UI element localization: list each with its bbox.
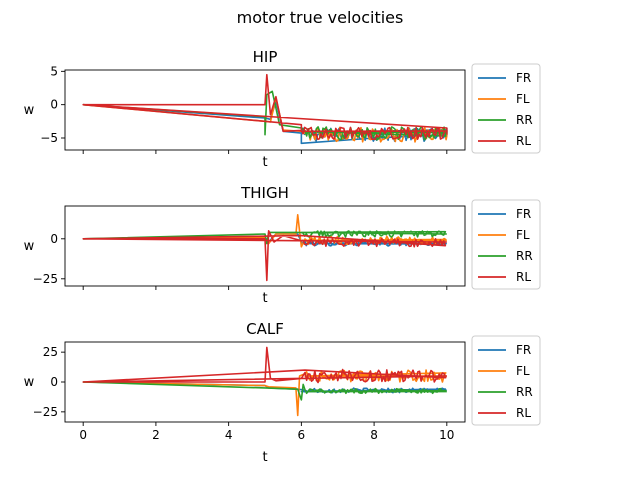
x-tick-label: 4 bbox=[225, 428, 233, 442]
y-axis-label: w bbox=[24, 239, 35, 254]
y-tick-label: 25 bbox=[43, 345, 58, 359]
y-tick-label: −25 bbox=[33, 272, 58, 286]
axes-frame bbox=[64, 205, 466, 287]
series-group bbox=[82, 214, 447, 282]
legend-box bbox=[471, 199, 541, 290]
legend-label-fl: FL bbox=[516, 364, 530, 378]
y-tick-label: 0 bbox=[50, 232, 58, 246]
series-group bbox=[82, 346, 447, 417]
subplot-thigh: THIGH −25 0 t w FR FL RR RL bbox=[24, 184, 541, 306]
x-tick-label: 10 bbox=[439, 428, 454, 442]
subplot-calf: CALF 0 2 4 6 8 10 −25 0 25 t w FR FL RR RL bbox=[24, 320, 541, 465]
x-axis-label: t bbox=[262, 155, 267, 170]
legend-label-fl: FL bbox=[516, 228, 530, 242]
series-line-rl bbox=[82, 230, 447, 282]
subplot-hip: HIP −5 0 5 t w FR FL RR RL bbox=[24, 48, 541, 170]
y-tick-label: 0 bbox=[50, 375, 58, 389]
legend: FR FL RR RL bbox=[471, 199, 541, 290]
series-line-rr bbox=[83, 381, 447, 401]
legend-label-rr: RR bbox=[516, 249, 533, 263]
x-tick-label: 2 bbox=[152, 428, 160, 442]
x-tick-label: 8 bbox=[370, 428, 378, 442]
legend-label-rl: RL bbox=[516, 270, 531, 284]
subplots: HIP−505twFRFLRRRLTHIGH−250twFRFLRRRLCALF… bbox=[24, 48, 541, 465]
legend-label-fr: FR bbox=[516, 343, 531, 357]
legend-label-fr: FR bbox=[516, 207, 531, 221]
series-line-rl bbox=[82, 73, 448, 141]
series-line-rl bbox=[82, 346, 447, 384]
legend-box bbox=[471, 63, 541, 154]
legend: FR FL RR RL bbox=[471, 335, 541, 426]
legend-box bbox=[471, 335, 541, 426]
series-group bbox=[82, 73, 448, 145]
y-tick-label: −25 bbox=[33, 405, 58, 419]
y-tick-label: 5 bbox=[50, 64, 58, 78]
legend-label-rl: RL bbox=[516, 134, 531, 148]
subplot-title: HIP bbox=[253, 48, 278, 66]
x-axis-label: t bbox=[262, 450, 267, 465]
y-tick-label: 0 bbox=[50, 98, 58, 112]
x-tick-label: 6 bbox=[298, 428, 306, 442]
subplot-title: CALF bbox=[246, 320, 284, 338]
legend-label-fl: FL bbox=[516, 92, 530, 106]
legend-label-fr: FR bbox=[516, 71, 531, 85]
legend: FR FL RR RL bbox=[471, 63, 541, 154]
legend-label-rl: RL bbox=[516, 406, 531, 420]
subplot-title: THIGH bbox=[240, 184, 289, 202]
x-tick-label: 0 bbox=[79, 428, 87, 442]
axes-frame bbox=[64, 69, 466, 151]
y-tick-label: −5 bbox=[40, 131, 58, 145]
x-axis-label: t bbox=[262, 291, 267, 306]
legend-label-rr: RR bbox=[516, 385, 533, 399]
series-line-rr bbox=[83, 230, 447, 245]
figure-suptitle: motor true velocities bbox=[237, 8, 404, 27]
y-axis-label: w bbox=[24, 375, 35, 390]
y-axis-label: w bbox=[24, 103, 35, 118]
legend-label-rr: RR bbox=[516, 113, 533, 127]
